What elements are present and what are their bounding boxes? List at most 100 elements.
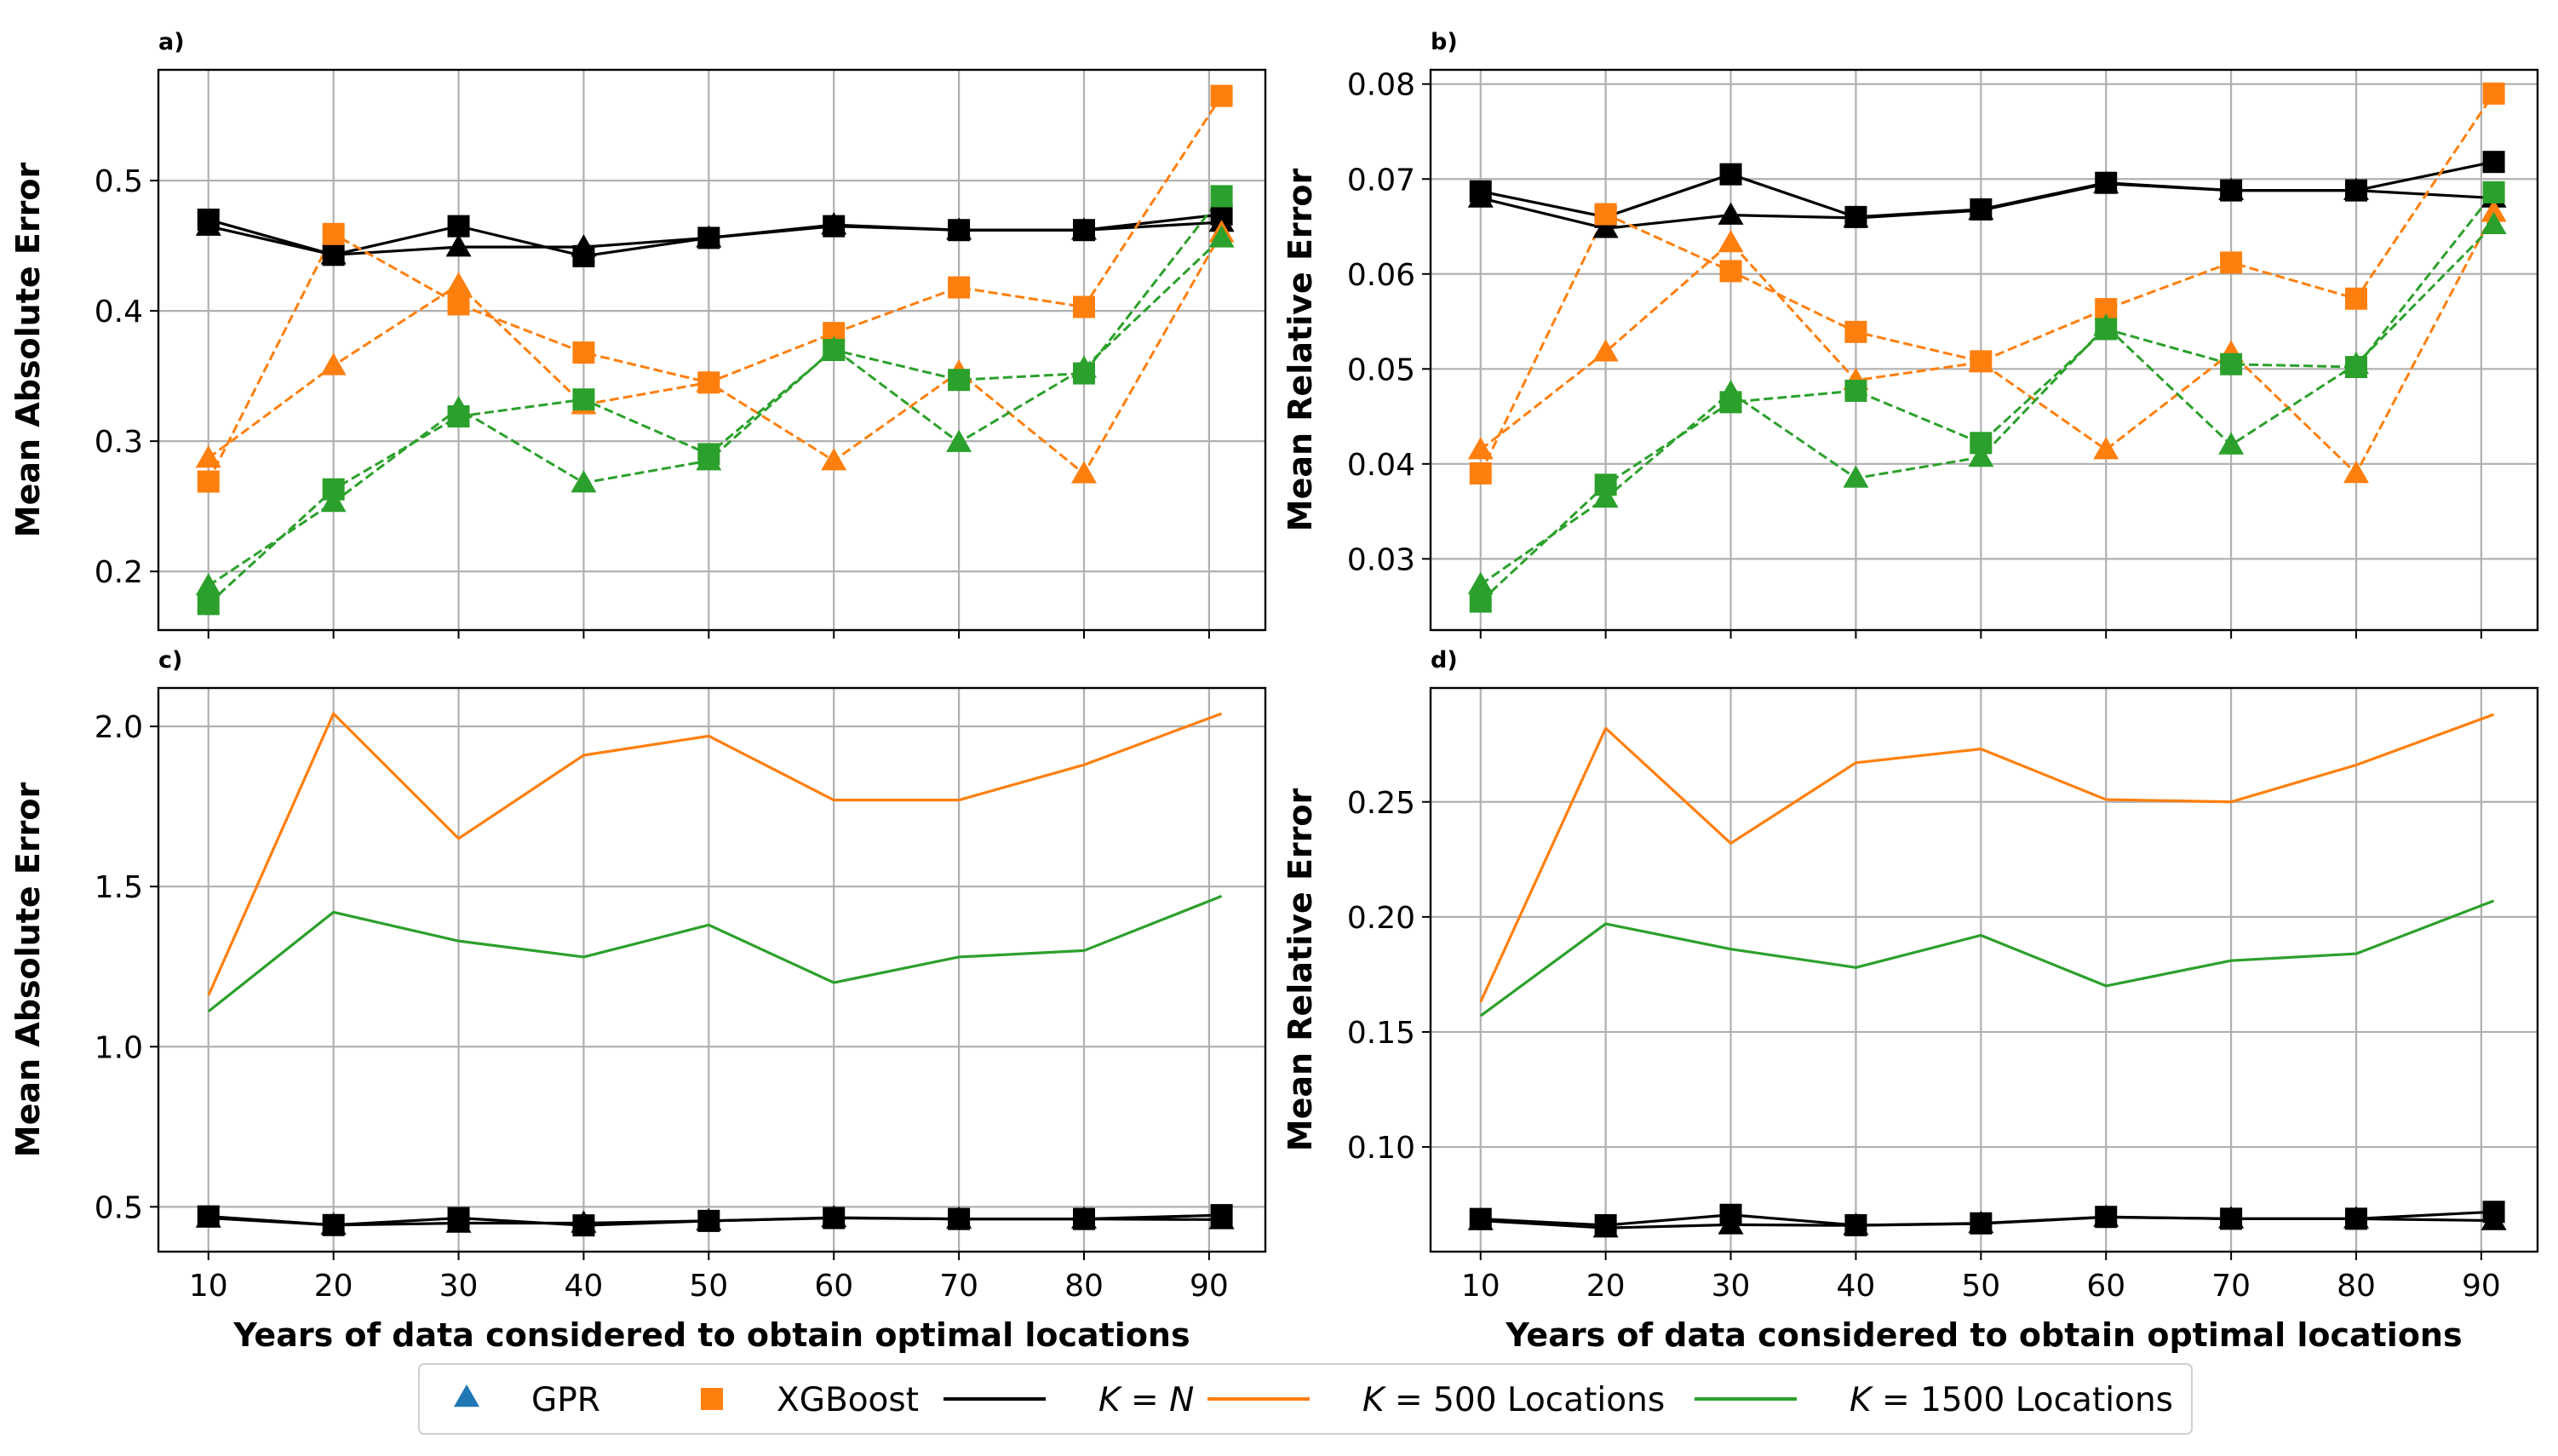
xgboost-point [2345, 179, 2368, 202]
panel-a: 0.2 0.3 0.4 0.5 a) Mean Absolute Error [9, 29, 1267, 639]
legend-label: XGBoost [777, 1381, 919, 1419]
y-tick-label: 0.04 [1347, 448, 1415, 483]
xgboost-point [697, 371, 720, 394]
gpr-point [2343, 460, 2370, 484]
plot-frame [157, 68, 1267, 632]
legend-xgboost-marker [701, 1388, 723, 1410]
xgboost-point [1970, 198, 1993, 221]
y-tick-label: 0.25 [1347, 786, 1415, 821]
y-tick-label: 0.15 [1347, 1016, 1415, 1051]
panel-label: d) [1431, 647, 1458, 674]
xgboost-point [1594, 473, 1617, 496]
xgboost-point [948, 276, 971, 299]
x-tick-label: 50 [1961, 1269, 2000, 1304]
xgboost-point [572, 1214, 595, 1237]
plot-frame [1429, 686, 2539, 1253]
x-tick-label: 20 [1586, 1269, 1626, 1304]
x-axis-label: Years of data considered to obtain optim… [1505, 1316, 2462, 1354]
gpr-point [2218, 432, 2245, 455]
x-tick-label: 30 [1712, 1269, 1751, 1304]
gpr-point [320, 353, 347, 375]
xgboost-point [697, 1209, 720, 1232]
panel-label: b) [1431, 29, 1458, 55]
xgboost-point [1844, 1213, 1867, 1236]
x-tick-label: 10 [189, 1269, 228, 1304]
xgboost-point [447, 405, 470, 428]
xgboost-point [2345, 356, 2368, 379]
y-tick-label: 1.5 [95, 870, 143, 905]
xgboost-point [1469, 461, 1492, 484]
xgboost-point [1469, 1207, 1492, 1230]
xgboost-point [1844, 379, 1867, 402]
gpr-point [821, 448, 847, 471]
y-tick-label: 0.3 [95, 425, 143, 460]
x-tick-label: 10 [1461, 1269, 1500, 1304]
y-axis-label: Mean Relative Error [1282, 788, 1319, 1152]
y-tick-label: 0.5 [95, 1190, 143, 1225]
xgboost-point [823, 215, 846, 238]
xgboost-point [1719, 260, 1742, 283]
xgboost-point [197, 470, 220, 493]
xgboost-point [1970, 1212, 1993, 1235]
y-axis-label: Mean Absolute Error [9, 782, 47, 1158]
panel-c: 0.5 1.0 1.5 2.0 10 20 30 40 50 60 70 80 90 c) Mean Abs… [9, 647, 1267, 1354]
y-tick-label: 0.5 [95, 164, 143, 199]
y-axis-label: Mean Relative Error [1282, 169, 1319, 532]
xgboost-point [1210, 185, 1233, 208]
gpr-point [1592, 339, 1619, 362]
y-axis-label: Mean Absolute Error [9, 163, 47, 538]
panel-b: 0.03 0.04 0.05 0.06 0.07 0.08 b) Mean Relative … [1282, 29, 2539, 639]
xgboost-point [197, 593, 220, 616]
series-line-K1500 [207, 895, 1223, 1013]
xgboost-point [1210, 84, 1233, 107]
gpr-point [2481, 211, 2507, 235]
xgboost-point [2220, 251, 2243, 274]
x-tick-label: 70 [939, 1269, 978, 1304]
xgboost-point [1844, 205, 1867, 228]
xgboost-point [447, 1207, 470, 1230]
gpr-point [1718, 229, 1744, 253]
xgboost-point [1073, 1207, 1096, 1230]
y-tick-label: 0.05 [1347, 353, 1415, 387]
xgboost-point [197, 208, 220, 231]
gpr-point [320, 490, 347, 513]
xgboost-point [948, 1207, 971, 1230]
xgboost-point [1970, 432, 1993, 455]
xgboost-point [1970, 350, 1993, 373]
xgboost-point [572, 244, 595, 267]
x-tick-label: 50 [689, 1269, 728, 1304]
xgboost-point [2482, 181, 2505, 203]
xgboost-point [1719, 1203, 1742, 1226]
gpr-point [445, 234, 472, 257]
xgboost-point [1073, 219, 1096, 242]
plot-frame [1429, 68, 2539, 632]
x-axis-label: Years of data considered to obtain optim… [232, 1316, 1190, 1354]
xgboost-point [1210, 1204, 1233, 1227]
xgboost-point [697, 226, 720, 249]
panel-d: 0.10 0.15 0.20 0.25 10 20 30 40 50 60 70 80 90 d) Mean… [1282, 647, 2539, 1354]
x-tick-label: 90 [1190, 1269, 1229, 1304]
x-tick-label: 30 [439, 1269, 479, 1304]
xgboost-point [572, 388, 595, 411]
series-line-K500 [207, 712, 1223, 996]
xgboost-point [2095, 318, 2118, 341]
xgboost-point [2095, 171, 2118, 194]
xgboost-point [2482, 151, 2505, 174]
gpr-point [195, 572, 221, 596]
gpr-point [1592, 484, 1619, 508]
x-tick-label: 40 [565, 1269, 604, 1304]
plot-frame [157, 686, 1267, 1253]
xgboost-point [447, 215, 470, 238]
gpr-point [2481, 199, 2507, 222]
panel-label: a) [158, 29, 185, 55]
gpr-point [2093, 437, 2119, 460]
xgboost-point [823, 339, 846, 361]
gpr-point [1718, 202, 1744, 225]
xgboost-point [322, 478, 345, 501]
xgboost-point [1719, 163, 1742, 186]
y-tick-label: 0.07 [1347, 163, 1415, 198]
y-tick-label: 0.03 [1347, 542, 1415, 577]
xgboost-point [2095, 1206, 2118, 1229]
gpr-point [195, 445, 221, 468]
